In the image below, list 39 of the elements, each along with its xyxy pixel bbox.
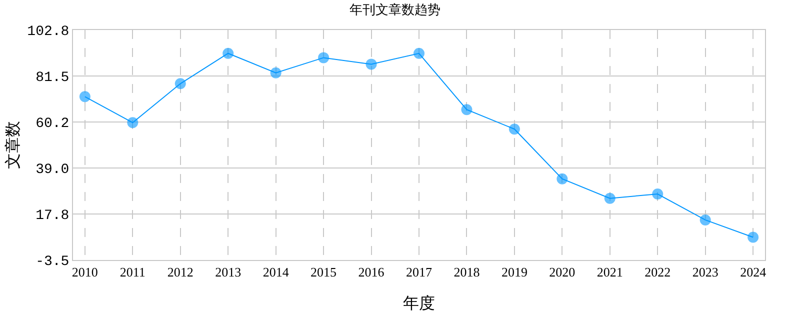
point	[508, 124, 520, 135]
x-tick-label: 2016	[358, 264, 385, 280]
x-tick-label: 2022	[644, 264, 671, 280]
point	[79, 91, 90, 102]
point	[174, 78, 186, 90]
x-tick-label: 2014	[262, 264, 290, 280]
y-tick-label: -3.5	[36, 254, 70, 270]
point	[604, 192, 616, 204]
x-tick-label: 2011	[120, 264, 146, 280]
y-tick-label: 60.2	[36, 116, 70, 132]
x-axis-title: 年度	[403, 294, 435, 312]
x-tick-label: 2019	[501, 264, 528, 280]
point	[461, 104, 472, 116]
point	[127, 117, 138, 128]
x-tick-label: 2024	[740, 264, 767, 280]
y-axis-title: 文章数	[4, 121, 22, 169]
point	[652, 188, 664, 200]
y-tick-label: 81.5	[36, 70, 70, 86]
point	[748, 232, 759, 243]
y-tick-label: 17.8	[36, 208, 70, 224]
x-tick-label: 2021	[596, 264, 623, 280]
point	[556, 173, 568, 184]
point	[270, 67, 282, 78]
x-tick-label: 2015	[310, 264, 337, 280]
x-tick-label: 2010	[72, 264, 98, 280]
x-tick-label: 2018	[454, 264, 480, 280]
point	[700, 214, 711, 226]
point	[222, 48, 234, 59]
x-tick-label: 2023	[692, 264, 718, 280]
x-tick-label: 2012	[167, 264, 194, 280]
point	[414, 48, 424, 59]
chart-title: 年刊文章数趋势	[350, 2, 440, 18]
point	[366, 58, 377, 70]
x-tick-label: 2013	[215, 264, 242, 280]
point	[318, 52, 330, 64]
y-tick-label: 102.8	[27, 24, 70, 40]
x-tick-label: 2017	[406, 264, 432, 280]
x-tick-label: 2020	[549, 264, 576, 280]
y-tick-label: 39.0	[36, 162, 70, 178]
